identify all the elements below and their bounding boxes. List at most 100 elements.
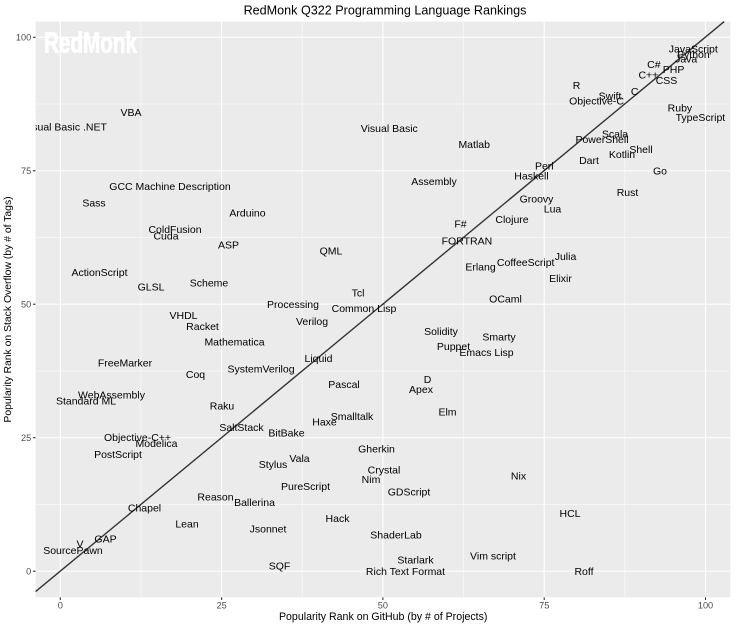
svg-text:Nix: Nix: [511, 471, 527, 483]
svg-text:SystemVerilog: SystemVerilog: [227, 364, 294, 376]
svg-text:0: 0: [58, 600, 63, 610]
svg-text:GCC Machine Description: GCC Machine Description: [109, 181, 231, 193]
svg-text:Clojure: Clojure: [495, 214, 528, 226]
svg-text:Ruby: Ruby: [668, 103, 693, 115]
svg-text:Scala: Scala: [602, 129, 628, 141]
svg-text:QML: QML: [320, 246, 343, 258]
svg-text:Matlab: Matlab: [458, 139, 490, 151]
svg-text:C#: C#: [647, 59, 661, 71]
svg-text:Racket: Racket: [186, 321, 219, 333]
svg-text:50: 50: [378, 600, 388, 610]
svg-text:R: R: [573, 80, 581, 92]
svg-text:Puppet: Puppet: [437, 341, 470, 353]
svg-text:Reason: Reason: [197, 492, 233, 504]
svg-text:Vim script: Vim script: [470, 551, 516, 563]
svg-text:Raku: Raku: [210, 401, 235, 413]
svg-text:Pascal: Pascal: [328, 379, 360, 391]
svg-text:VBA: VBA: [120, 107, 141, 119]
svg-text:Mathematica: Mathematica: [204, 337, 264, 349]
svg-text:Julia: Julia: [555, 251, 577, 263]
svg-text:WebAssembly: WebAssembly: [78, 390, 146, 402]
svg-text:Kotlin: Kotlin: [609, 149, 635, 161]
svg-text:ColdFusion: ColdFusion: [148, 224, 201, 236]
svg-text:Modelica: Modelica: [135, 438, 177, 450]
svg-text:FORTRAN: FORTRAN: [442, 236, 493, 248]
svg-text:Objective-C++: Objective-C++: [104, 432, 171, 444]
svg-text:Stylus: Stylus: [259, 459, 288, 471]
svg-text:75: 75: [21, 166, 31, 176]
svg-text:Nim: Nim: [362, 474, 381, 486]
svg-text:HCL: HCL: [559, 508, 580, 520]
svg-text:SaltStack: SaltStack: [219, 422, 264, 434]
svg-text:Rich Text Format: Rich Text Format: [366, 566, 445, 578]
svg-text:Roff: Roff: [574, 566, 593, 578]
svg-text:F#: F#: [454, 219, 466, 231]
svg-text:Objective-C: Objective-C: [569, 96, 624, 108]
svg-text:Rust: Rust: [617, 187, 639, 199]
svg-text:Tcl: Tcl: [352, 288, 365, 300]
svg-text:C++: C++: [638, 69, 658, 81]
svg-text:Groovy: Groovy: [520, 194, 555, 206]
svg-text:Visual Basic .NET: Visual Basic .NET: [23, 122, 107, 134]
svg-text:Haxe: Haxe: [312, 417, 337, 429]
svg-text:OCaml: OCaml: [489, 294, 522, 306]
svg-text:75: 75: [539, 600, 549, 610]
svg-text:Gherkin: Gherkin: [358, 444, 395, 456]
svg-text:Liquid: Liquid: [304, 353, 332, 365]
svg-text:Chapel: Chapel: [128, 503, 161, 515]
svg-text:C: C: [631, 86, 639, 98]
svg-text:Elm: Elm: [438, 407, 456, 419]
svg-text:GAP: GAP: [94, 534, 116, 546]
svg-text:Popularity Rank on Stack Overf: Popularity Rank on Stack Overflow (by # …: [3, 196, 14, 422]
svg-text:Smalltalk: Smalltalk: [331, 411, 374, 423]
svg-text:25: 25: [21, 433, 31, 443]
svg-text:100: 100: [698, 600, 713, 610]
svg-text:Starlark: Starlark: [397, 555, 434, 567]
svg-text:GDScript: GDScript: [388, 487, 431, 499]
svg-text:Apex: Apex: [409, 384, 434, 396]
svg-text:RedMonk: RedMonk: [44, 27, 138, 59]
svg-text:SQF: SQF: [269, 561, 291, 573]
svg-text:BitBake: BitBake: [268, 428, 304, 440]
svg-text:Popularity Rank on GitHub (by: Popularity Rank on GitHub (by # of Proje…: [279, 611, 487, 623]
svg-text:Assembly: Assembly: [411, 176, 457, 188]
svg-text:Jsonnet: Jsonnet: [250, 524, 287, 536]
svg-text:Processing: Processing: [267, 299, 319, 311]
svg-text:Swift: Swift: [599, 91, 622, 103]
svg-text:Python: Python: [677, 49, 710, 61]
svg-text:Emacs Lisp: Emacs Lisp: [459, 347, 513, 359]
svg-text:ShaderLab: ShaderLab: [370, 529, 422, 541]
svg-text:Coq: Coq: [186, 369, 205, 381]
svg-text:Solidity: Solidity: [424, 326, 459, 338]
svg-text:Vala: Vala: [289, 453, 309, 465]
svg-text:PHP: PHP: [663, 64, 685, 76]
svg-text:Ballerina: Ballerina: [234, 497, 275, 509]
svg-text:0: 0: [26, 567, 31, 577]
svg-text:RedMonk Q322 Programming Langu: RedMonk Q322 Programming Language Rankin…: [244, 3, 527, 17]
svg-text:V: V: [76, 539, 83, 551]
svg-text:Scheme: Scheme: [190, 278, 229, 290]
svg-text:Standard ML: Standard ML: [56, 396, 116, 408]
svg-text:Smarty: Smarty: [482, 332, 516, 344]
svg-text:ActionScript: ActionScript: [71, 267, 127, 279]
svg-text:Shell: Shell: [629, 144, 652, 156]
svg-text:Dart: Dart: [579, 155, 599, 167]
svg-text:Elixir: Elixir: [549, 273, 572, 285]
svg-text:Arduino: Arduino: [229, 208, 265, 220]
svg-text:Erlang: Erlang: [465, 262, 496, 274]
svg-text:PostScript: PostScript: [94, 449, 142, 461]
svg-text:Hack: Hack: [326, 513, 351, 525]
svg-text:Haskell: Haskell: [514, 171, 548, 183]
svg-text:Go: Go: [653, 166, 667, 178]
svg-text:JavaScript: JavaScript: [669, 44, 718, 56]
svg-text:Cuda: Cuda: [153, 231, 178, 243]
svg-text:FreeMarker: FreeMarker: [98, 358, 153, 370]
svg-text:ASP: ASP: [218, 240, 239, 252]
svg-text:SourcePawn: SourcePawn: [43, 545, 103, 557]
svg-text:Java: Java: [675, 53, 697, 65]
svg-text:Sass: Sass: [82, 198, 105, 210]
svg-text:VHDL: VHDL: [169, 310, 197, 322]
svg-text:Visual Basic: Visual Basic: [361, 123, 418, 135]
svg-text:Common Lisp: Common Lisp: [332, 303, 397, 315]
svg-text:GLSL: GLSL: [138, 282, 165, 294]
